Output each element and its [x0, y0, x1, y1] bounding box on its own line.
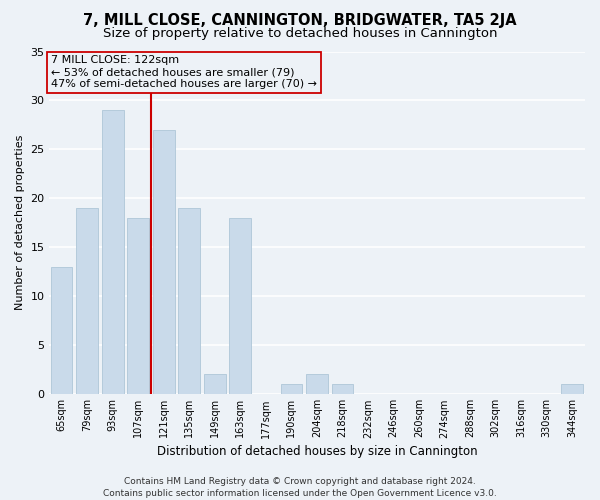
- Bar: [229, 218, 251, 394]
- Y-axis label: Number of detached properties: Number of detached properties: [15, 135, 25, 310]
- Bar: [153, 130, 175, 394]
- Bar: [281, 384, 302, 394]
- Text: Contains HM Land Registry data © Crown copyright and database right 2024.
Contai: Contains HM Land Registry data © Crown c…: [103, 476, 497, 498]
- Bar: [127, 218, 149, 394]
- Text: 7, MILL CLOSE, CANNINGTON, BRIDGWATER, TA5 2JA: 7, MILL CLOSE, CANNINGTON, BRIDGWATER, T…: [83, 12, 517, 28]
- Bar: [204, 374, 226, 394]
- Text: Size of property relative to detached houses in Cannington: Size of property relative to detached ho…: [103, 28, 497, 40]
- Bar: [178, 208, 200, 394]
- X-axis label: Distribution of detached houses by size in Cannington: Distribution of detached houses by size …: [157, 444, 477, 458]
- Text: 7 MILL CLOSE: 122sqm
← 53% of detached houses are smaller (79)
47% of semi-detac: 7 MILL CLOSE: 122sqm ← 53% of detached h…: [51, 56, 317, 88]
- Bar: [76, 208, 98, 394]
- Bar: [51, 267, 73, 394]
- Bar: [562, 384, 583, 394]
- Bar: [102, 110, 124, 394]
- Bar: [332, 384, 353, 394]
- Bar: [306, 374, 328, 394]
